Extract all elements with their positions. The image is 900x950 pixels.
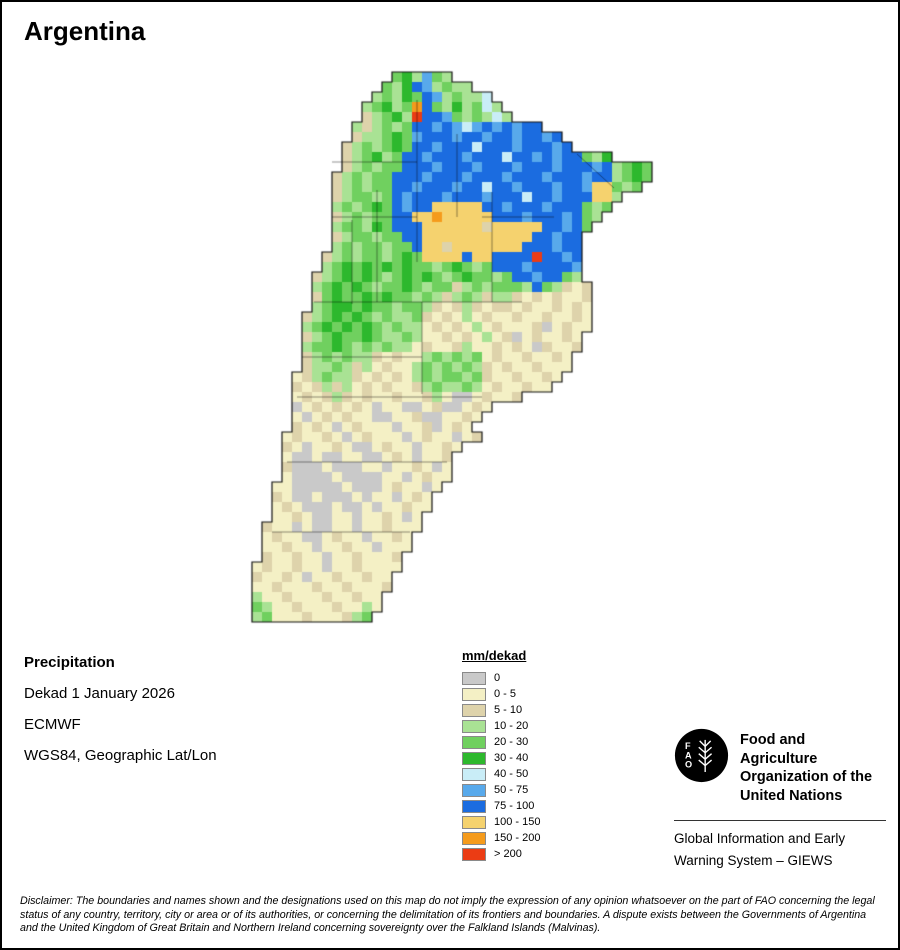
legend-swatch	[462, 831, 486, 845]
legend-label: > 200	[494, 848, 522, 860]
legend-label: 5 - 10	[494, 704, 523, 716]
legend-label: 20 - 30	[494, 736, 529, 748]
fao-org-line: United Nations	[740, 787, 843, 804]
legend-entry: > 200	[462, 846, 540, 862]
legend-swatch	[462, 767, 486, 781]
fao-logo-letter: A	[685, 750, 692, 760]
legend-label: 150 - 200	[494, 832, 541, 844]
legend-swatch	[462, 671, 486, 685]
legend-entries: 0 0 - 5 5 - 10 10 - 20 20 - 30 30 - 40 40 - 50…	[462, 670, 540, 862]
legend-swatch	[462, 735, 486, 749]
legend-swatch	[462, 847, 486, 861]
disclaimer-text: Disclaimer: The boundaries and names sho…	[20, 895, 875, 936]
wheat-ear-icon	[698, 739, 713, 772]
disclaimer-line: and the United Kingdom of Great Britain …	[20, 922, 601, 935]
fao-logo-icon: F A O	[674, 728, 729, 783]
disclaimer-line: status of any country, territory, city o…	[20, 908, 867, 921]
legend-entry: 100 - 150	[462, 814, 540, 830]
legend-entry: 30 - 40	[462, 750, 540, 766]
legend-swatch	[462, 687, 486, 701]
legend-swatch	[462, 751, 486, 765]
info-projection: WGS84, Geographic Lat/Lon	[24, 747, 217, 764]
divider-line	[674, 820, 886, 821]
legend: mm/dekad 0 0 - 5 5 - 10 10 - 20 20 - 30 30 - …	[462, 648, 540, 862]
legend-label: 30 - 40	[494, 752, 529, 764]
fao-org-name: Food and Agriculture Organization of the…	[740, 728, 886, 805]
legend-swatch	[462, 783, 486, 797]
legend-label: 0	[494, 672, 501, 684]
giews-line: Global Information and Early	[674, 831, 846, 846]
info-dekad: Dekad 1 January 2026	[24, 685, 175, 702]
legend-label: 75 - 100	[494, 800, 535, 812]
legend-entry: 40 - 50	[462, 766, 540, 782]
fao-logo-letter: O	[685, 759, 692, 769]
disclaimer-line: Disclaimer: The boundaries and names sho…	[20, 895, 875, 907]
fao-org-line: Organization of the	[740, 769, 873, 785]
argentina-precipitation-map	[242, 62, 682, 642]
legend-swatch	[462, 815, 486, 829]
legend-entry: 50 - 75	[462, 782, 540, 798]
legend-entry: 150 - 200	[462, 830, 540, 846]
legend-label: 100 - 150	[494, 816, 541, 828]
legend-entry: 0 - 5	[462, 686, 540, 702]
info-layer-title: Precipitation	[24, 654, 115, 671]
page-title: Argentina	[24, 16, 146, 46]
legend-swatch	[462, 719, 486, 733]
legend-label: 10 - 20	[494, 720, 529, 732]
legend-entry: 20 - 30	[462, 734, 540, 750]
legend-entry: 10 - 20	[462, 718, 540, 734]
legend-swatch	[462, 799, 486, 813]
legend-entry: 75 - 100	[462, 798, 540, 814]
legend-label: 0 - 5	[494, 688, 517, 700]
giews-line: Warning System – GIEWS	[674, 853, 833, 868]
map-info-block: Precipitation Dekad 1 January 2026 ECMWF…	[24, 654, 217, 778]
giews-label: Global Information and Early Warning Sys…	[674, 828, 886, 872]
legend-label: 50 - 75	[494, 784, 529, 796]
legend-title: mm/dekad	[462, 648, 527, 663]
fao-org-line: Food and Agriculture	[740, 732, 818, 767]
legend-entry: 5 - 10	[462, 702, 540, 718]
legend-swatch	[462, 703, 486, 717]
fao-block: F A O Food and Agriculture Organization …	[674, 728, 886, 872]
legend-entry: 0	[462, 670, 540, 686]
fao-logo-letter: F	[685, 741, 691, 751]
info-source: ECMWF	[24, 716, 81, 733]
legend-label: 40 - 50	[494, 768, 529, 780]
